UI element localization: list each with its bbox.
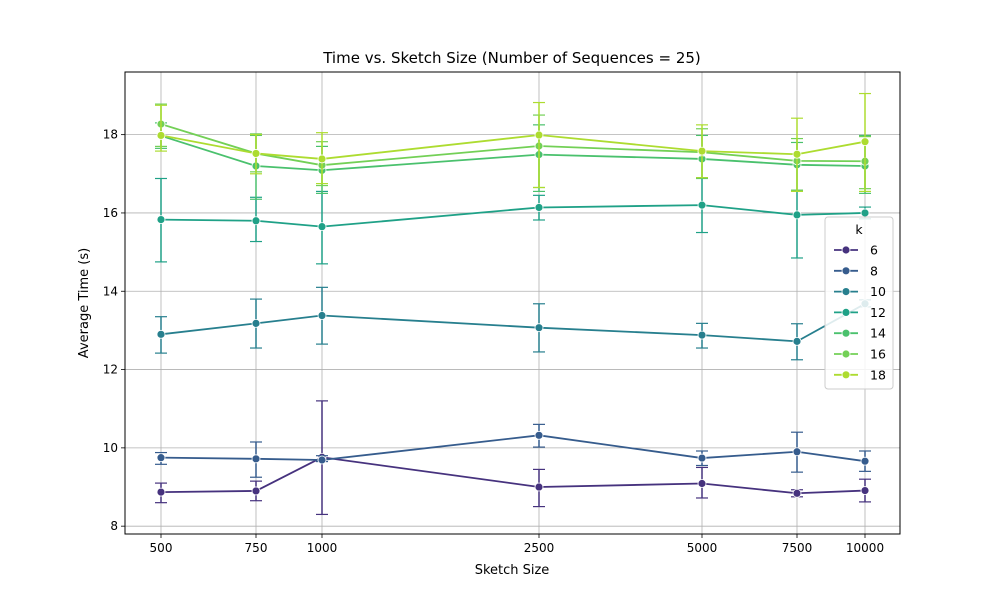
y-tick-label: 12 — [103, 363, 118, 377]
x-tick-label: 2500 — [524, 541, 555, 555]
legend-label: 16 — [870, 347, 886, 362]
x-tick-label: 750 — [245, 541, 268, 555]
data-point — [860, 486, 870, 495]
y-tick-label: 14 — [103, 284, 118, 298]
legend-item-6: 6 — [834, 243, 878, 258]
data-point — [860, 137, 870, 147]
data-point — [534, 203, 544, 212]
data-point — [317, 222, 327, 232]
legend-label: 10 — [870, 284, 886, 299]
data-point — [697, 479, 707, 488]
data-point — [156, 487, 166, 497]
data-point — [697, 453, 707, 463]
plot-frame — [124, 71, 901, 535]
data-point — [792, 447, 802, 457]
legend-item-16: 16 — [834, 347, 886, 362]
legend-label: 6 — [870, 243, 878, 258]
data-point — [317, 455, 327, 465]
data-point — [156, 215, 166, 225]
y-axis-label: Average Time (s) — [77, 248, 92, 358]
data-point — [792, 488, 802, 498]
data-point — [156, 453, 166, 463]
data-point — [317, 154, 327, 164]
legend-label: 14 — [870, 326, 886, 341]
series-layer — [155, 92, 871, 516]
legend-item-10: 10 — [834, 284, 886, 299]
series-18 — [155, 92, 871, 193]
chart-title: Time vs. Sketch Size (Number of Sequence… — [322, 49, 701, 67]
data-point — [251, 149, 261, 158]
legend-marker — [841, 307, 851, 317]
legend-label: 8 — [870, 263, 878, 278]
x-axis-label: Sketch Size — [475, 563, 550, 578]
data-point — [534, 130, 544, 140]
data-point — [251, 454, 261, 464]
data-point — [697, 330, 707, 340]
y-tick-label: 18 — [103, 128, 118, 142]
legend-marker — [841, 349, 851, 359]
data-point — [860, 208, 870, 218]
legend-title: k — [855, 222, 863, 237]
data-point — [534, 323, 544, 333]
legend: k 6 8 10 12 14 16 18 — [824, 216, 894, 390]
data-point — [860, 456, 870, 466]
data-point — [156, 131, 166, 140]
data-point — [534, 482, 544, 492]
legend-item-8: 8 — [834, 263, 878, 278]
data-point — [534, 430, 544, 440]
legend-marker — [841, 266, 851, 276]
x-tick-label: 1000 — [307, 541, 338, 555]
data-point — [156, 329, 166, 339]
x-tick-label: 5000 — [687, 541, 718, 555]
legend-label: 18 — [870, 367, 886, 382]
data-point — [792, 336, 802, 346]
x-tick-label: 7500 — [782, 541, 813, 555]
legend-marker — [841, 328, 851, 338]
legend-item-14: 14 — [834, 326, 886, 341]
x-tick-label: 500 — [150, 541, 173, 555]
legend-box — [824, 216, 894, 390]
legend-items: 6 8 10 12 14 16 18 — [834, 243, 886, 382]
data-point — [792, 210, 802, 220]
x-tick-label: 10000 — [846, 541, 884, 555]
legend-item-12: 12 — [834, 305, 886, 320]
y-ticks: 8 10 12 14 16 18 — [103, 128, 125, 533]
data-point — [251, 486, 261, 496]
data-point — [792, 149, 802, 159]
y-tick-label: 10 — [103, 441, 118, 455]
x-ticks: 500 750 1000 2500 5000 7500 10000 — [150, 534, 884, 555]
data-point — [317, 311, 327, 320]
y-tick-label: 8 — [110, 519, 118, 533]
legend-marker — [841, 245, 851, 255]
legend-marker — [841, 370, 851, 380]
y-tick-label: 16 — [103, 206, 118, 220]
legend-label: 12 — [870, 305, 886, 320]
data-point — [251, 216, 261, 226]
legend-item-18: 18 — [834, 367, 886, 382]
plot-area — [125, 72, 900, 534]
data-point — [251, 318, 261, 328]
legend-marker — [841, 287, 851, 297]
data-point — [697, 146, 707, 156]
series-8 — [155, 423, 871, 478]
data-point — [697, 200, 707, 210]
